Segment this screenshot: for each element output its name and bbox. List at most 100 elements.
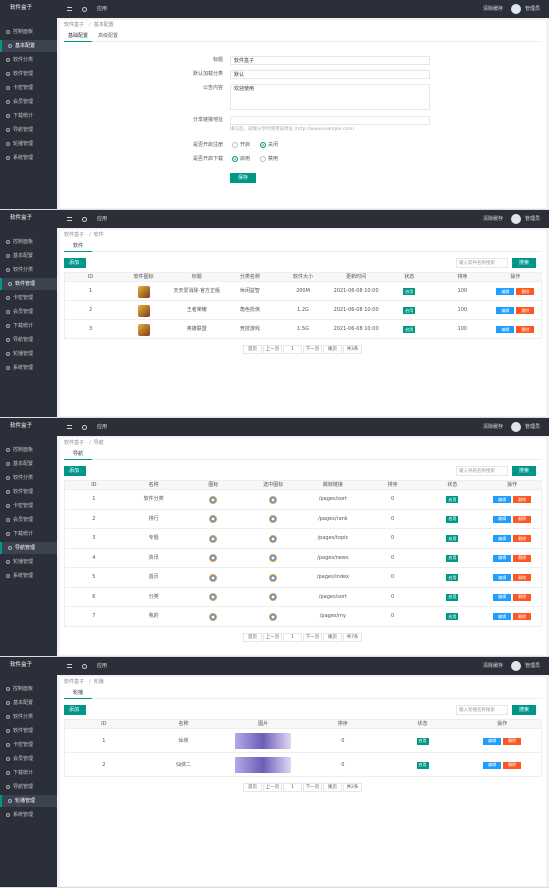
edit-button[interactable]: 编辑	[493, 515, 512, 523]
menu-item[interactable]: 软件管理	[0, 725, 57, 737]
menu-item[interactable]: 基本配置	[0, 697, 57, 709]
pager-item[interactable]: 1	[283, 783, 302, 792]
menu-item[interactable]: 控制面板	[0, 444, 57, 456]
edit-button[interactable]: 编辑	[483, 737, 502, 745]
status-badge[interactable]: 启用	[416, 737, 429, 745]
add-button[interactable]: 添加	[64, 258, 86, 268]
menu-item[interactable]: 导航管理	[0, 334, 57, 346]
menu-item[interactable]: 软件分类	[0, 54, 57, 66]
pager-item[interactable]: 下一页	[303, 632, 322, 642]
menu-item[interactable]: 系统管理	[0, 809, 57, 821]
search-button[interactable]: 搜索	[512, 466, 536, 476]
status-badge[interactable]: 启用	[446, 593, 459, 601]
pager-item[interactable]: 尾页	[323, 345, 342, 354]
delete-button[interactable]: 删除	[513, 496, 532, 504]
pager-item[interactable]: 共7条	[343, 632, 362, 642]
menu-item[interactable]: 系统管理	[0, 152, 57, 164]
pager-item[interactable]: 下一页	[303, 783, 322, 792]
add-button[interactable]: 添加	[64, 466, 86, 476]
menu-item[interactable]: 导航管理	[0, 781, 57, 793]
menu-toggle[interactable]	[67, 7, 72, 11]
delete-button[interactable]: 删除	[503, 737, 522, 745]
user[interactable]: 管理员	[525, 662, 541, 669]
clear-cache[interactable]: 清除缓存	[483, 423, 504, 430]
delete-button[interactable]: 删除	[513, 574, 532, 582]
clear-cache[interactable]: 清除缓存	[483, 5, 504, 12]
menu-item[interactable]: 软件分类	[0, 472, 57, 484]
pager-item[interactable]: 1	[283, 632, 302, 642]
status-badge[interactable]: 启用	[446, 613, 459, 621]
pager-item[interactable]: 首页	[243, 632, 262, 642]
app-menu[interactable]: 应用	[97, 5, 108, 12]
menu-item[interactable]: 软件管理	[0, 68, 57, 80]
user[interactable]: 管理员	[525, 5, 541, 12]
pager-item[interactable]: 下一页	[303, 345, 322, 354]
menu-item[interactable]: 轮播管理	[0, 138, 57, 150]
edit-button[interactable]: 编辑	[493, 574, 512, 582]
pager-item[interactable]: 上一页	[263, 783, 282, 792]
input[interactable]: 默认	[230, 70, 430, 79]
menu-item[interactable]: 基本配置	[0, 40, 57, 52]
delete-button[interactable]: 删除	[513, 535, 532, 543]
delete-button[interactable]: 删除	[513, 593, 532, 601]
tab[interactable]: 导航	[64, 450, 92, 460]
input[interactable]: 欢迎使用	[230, 84, 430, 110]
clear-cache[interactable]: 清除缓存	[483, 662, 504, 669]
menu-item[interactable]: 基本配置	[0, 458, 57, 470]
pager-item[interactable]: 共3条	[343, 345, 362, 354]
edit-button[interactable]: 编辑	[483, 761, 502, 769]
pager-item[interactable]: 首页	[243, 783, 262, 792]
tab[interactable]: 高级配置	[97, 33, 118, 39]
menu-item[interactable]: 卡密管理	[0, 82, 57, 94]
radio[interactable]	[232, 142, 238, 148]
menu-item[interactable]: 软件管理	[0, 486, 57, 498]
add-button[interactable]: 添加	[64, 705, 86, 715]
delete-button[interactable]: 删除	[513, 554, 532, 562]
menu-item[interactable]: 下载统计	[0, 767, 57, 779]
menu-item[interactable]: 控制面板	[0, 236, 57, 248]
tab[interactable]: 软件	[64, 242, 92, 252]
refresh[interactable]	[82, 216, 87, 222]
menu-item[interactable]: 控制面板	[0, 683, 57, 695]
edit-button[interactable]: 编辑	[493, 613, 512, 621]
search-button[interactable]: 搜索	[512, 258, 536, 268]
pager-item[interactable]: 尾页	[323, 632, 342, 642]
pager-item[interactable]: 上一页	[263, 632, 282, 642]
menu-toggle[interactable]	[67, 664, 72, 668]
menu-item[interactable]: 会员管理	[0, 753, 57, 765]
status-badge[interactable]: 启用	[446, 554, 459, 562]
menu-item[interactable]: 会员管理	[0, 306, 57, 318]
menu-item[interactable]: 系统管理	[0, 570, 57, 582]
menu-item[interactable]: 软件分类	[0, 711, 57, 723]
menu-item[interactable]: 轮播管理	[0, 348, 57, 360]
edit-button[interactable]: 编辑	[496, 288, 515, 295]
user[interactable]: 管理员	[525, 215, 541, 222]
input[interactable]: 软件盒子	[230, 56, 430, 65]
menu-item[interactable]: 系统管理	[0, 362, 57, 374]
refresh[interactable]	[82, 424, 87, 430]
clear-cache[interactable]: 清除缓存	[483, 215, 504, 222]
radio[interactable]	[260, 142, 266, 148]
app-menu[interactable]: 应用	[97, 423, 108, 430]
edit-button[interactable]: 编辑	[493, 496, 512, 504]
pager-item[interactable]: 尾页	[323, 783, 342, 792]
delete-button[interactable]: 删除	[516, 307, 535, 314]
refresh[interactable]	[82, 6, 87, 12]
status-badge[interactable]: 启用	[446, 574, 459, 582]
search-input[interactable]: 输入轮播名称搜索	[456, 705, 508, 715]
edit-button[interactable]: 编辑	[493, 593, 512, 601]
pager-item[interactable]: 首页	[243, 345, 262, 354]
edit-button[interactable]: 编辑	[496, 326, 515, 333]
search-input[interactable]: 输入导航名称搜索	[456, 466, 508, 476]
menu-toggle[interactable]	[67, 217, 72, 221]
menu-item[interactable]: 下载统计	[0, 320, 57, 332]
menu-item[interactable]: 卡密管理	[0, 292, 57, 304]
radio[interactable]	[260, 156, 266, 162]
tab[interactable]: 基础配置	[64, 32, 92, 42]
search-input[interactable]: 输入软件名称搜索	[456, 258, 508, 268]
input[interactable]	[230, 116, 430, 125]
delete-button[interactable]: 删除	[516, 288, 535, 295]
delete-button[interactable]: 删除	[513, 515, 532, 523]
status-badge[interactable]: 启用	[403, 307, 416, 314]
menu-item[interactable]: 控制面板	[0, 26, 57, 38]
